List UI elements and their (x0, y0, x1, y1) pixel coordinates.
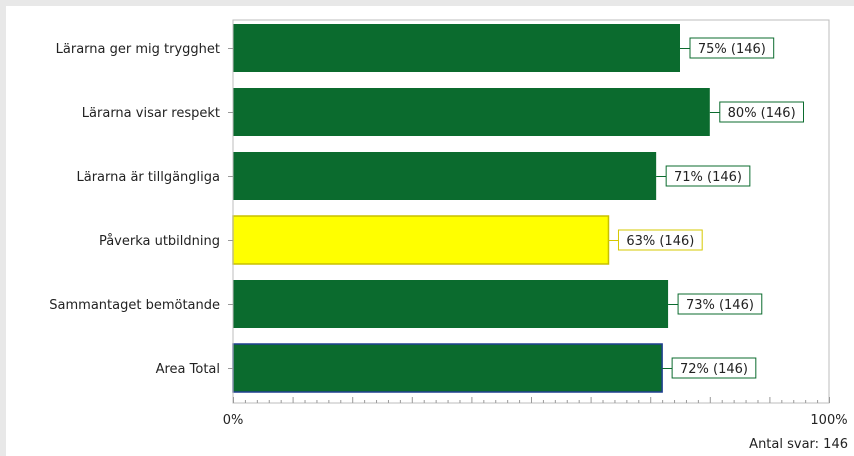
bar (233, 280, 669, 328)
value-label-box (689, 37, 775, 59)
x-tick-label: 100% (810, 413, 847, 428)
value-label-box (671, 357, 757, 379)
category-label: Area Total (156, 362, 220, 377)
response-count: Antal svar: 146 (749, 437, 848, 452)
bar (232, 343, 663, 393)
bar (233, 152, 657, 200)
bar (233, 24, 680, 72)
bars-layer (232, 24, 710, 393)
value-label-box (665, 165, 751, 187)
x-axis (228, 19, 830, 404)
bar-chart: 0% 100% Lärarna ger mig trygghet 75% (146) L… (49, 19, 848, 428)
value-label: 71% (146) (674, 170, 742, 185)
labels-layer: 0% 100% Lärarna ger mig trygghet 75% (146) L… (49, 37, 848, 428)
bar (233, 88, 710, 136)
value-label: 75% (146) (698, 42, 766, 57)
category-label: Lärarna ger mig trygghet (56, 42, 220, 57)
category-label: Sammantaget bemötande (49, 298, 220, 313)
value-label: 63% (146) (626, 234, 694, 249)
value-label: 80% (146) (728, 106, 796, 121)
x-tick-label: 0% (223, 413, 244, 428)
value-label-box (677, 293, 763, 315)
value-label-box (617, 229, 703, 251)
value-label: 73% (146) (686, 298, 754, 313)
category-label: Lärarna visar respekt (82, 106, 220, 121)
category-label: Lärarna är tillgängliga (76, 170, 220, 185)
value-label: 72% (146) (680, 362, 748, 377)
bar (232, 215, 610, 265)
chart-panel: 0% 100% Lärarna ger mig trygghet 75% (146) L… (6, 6, 854, 456)
value-label-box (719, 101, 804, 123)
category-label: Påverka utbildning (99, 234, 220, 249)
